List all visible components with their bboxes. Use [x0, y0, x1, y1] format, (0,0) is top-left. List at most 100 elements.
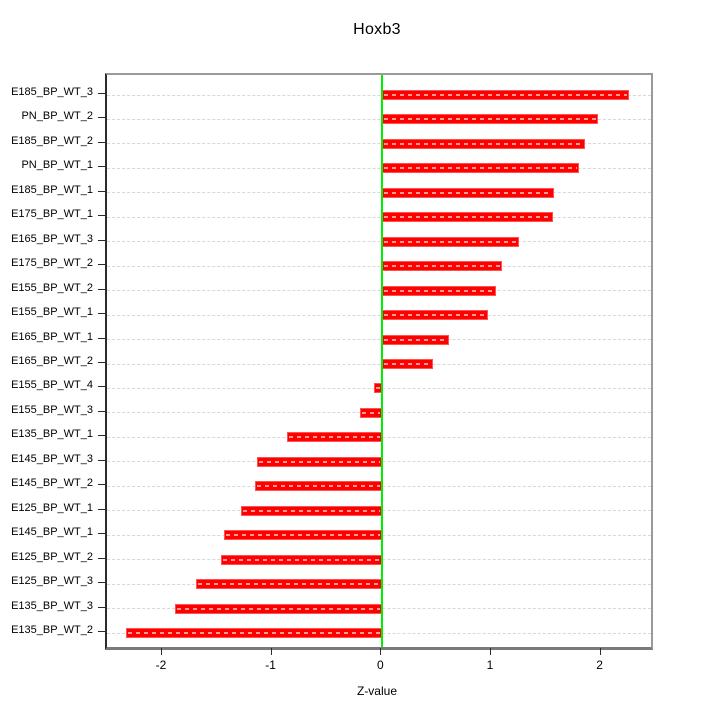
bar-E135_BP_WT_3 — [175, 603, 383, 614]
y-axis-tick — [98, 508, 105, 510]
bar-inner-dash-pattern — [362, 411, 381, 414]
x-axis-tick — [270, 648, 272, 655]
x-axis-tick — [160, 648, 162, 655]
y-axis-label: E155_BP_WT_3 — [11, 403, 93, 416]
y-axis-label: E165_BP_WT_2 — [11, 355, 93, 367]
row-gridline — [107, 192, 651, 194]
bar-inner-dash-pattern — [242, 509, 381, 512]
x-axis-tick-label: -2 — [155, 658, 167, 672]
bar-E125_BP_WT_2 — [221, 554, 383, 565]
y-axis-tick — [98, 117, 105, 119]
bar-inner-dash-pattern — [384, 265, 500, 268]
zero-reference-line — [381, 75, 384, 647]
bar-E125_BP_WT_1 — [240, 505, 383, 516]
bar-inner-dash-pattern — [384, 142, 584, 145]
y-axis-tick — [98, 93, 105, 94]
y-axis-label: E145_BP_WT_3 — [11, 452, 93, 465]
row-gridline — [107, 363, 651, 365]
bar-E155_BP_WT_2 — [382, 285, 497, 296]
y-axis-tick — [98, 459, 105, 461]
row-gridline — [107, 314, 651, 316]
bar-inner-dash-pattern — [127, 632, 381, 634]
y-axis-label: E125_BP_WT_1 — [11, 501, 93, 514]
x-axis-tick-label: 0 — [376, 658, 384, 672]
bar-inner-dash-pattern — [177, 607, 381, 610]
bar-inner-dash-pattern — [384, 94, 628, 96]
bar-E175_BP_WT_2 — [382, 261, 502, 272]
y-axis-label: E125_BP_WT_2 — [11, 550, 93, 563]
bar-inner-dash-pattern — [226, 534, 381, 537]
y-axis-label: E185_BP_WT_3 — [11, 86, 93, 98]
y-axis-tick — [98, 313, 105, 315]
y-axis-label: E155_BP_WT_2 — [11, 281, 93, 294]
y-axis-tick — [98, 166, 105, 168]
y-axis-tick — [98, 533, 105, 535]
row-gridline — [107, 167, 651, 169]
bar-E155_BP_WT_3 — [360, 407, 383, 418]
y-axis-label: E185_BP_WT_2 — [11, 134, 93, 147]
y-axis-label: E155_BP_WT_1 — [11, 306, 93, 319]
bar-E175_BP_WT_1 — [382, 212, 554, 223]
bar-inner-dash-pattern — [197, 583, 381, 586]
y-axis-tick — [98, 215, 105, 217]
bar-inner-dash-pattern — [384, 216, 552, 219]
y-axis-tick — [98, 190, 105, 192]
bar-inner-dash-pattern — [384, 167, 577, 170]
row-gridline — [107, 118, 651, 120]
x-axis-tick-label: 2 — [596, 658, 603, 672]
y-axis-label: E125_BP_WT_3 — [11, 575, 93, 588]
bar-inner-dash-pattern — [223, 558, 381, 561]
y-axis-tick — [98, 337, 105, 339]
bar-E135_BP_WT_1 — [286, 432, 383, 443]
plot-area — [105, 73, 653, 650]
row-gridline — [107, 339, 651, 341]
row-gridline — [107, 143, 651, 145]
bar-E185_BP_WT_2 — [382, 138, 586, 149]
y-axis-label: E155_BP_WT_4 — [11, 379, 93, 392]
y-axis-label: E185_BP_WT_1 — [11, 183, 93, 196]
bar-E185_BP_WT_1 — [382, 187, 555, 198]
y-axis-label: E165_BP_WT_3 — [11, 232, 93, 245]
y-axis-tick — [98, 631, 105, 632]
y-axis-label: E175_BP_WT_1 — [11, 208, 93, 221]
y-axis-label: E145_BP_WT_2 — [11, 477, 93, 490]
bar-PN_BP_WT_2 — [382, 114, 599, 125]
y-axis-tick — [98, 435, 105, 437]
row-gridline — [107, 241, 651, 243]
bar-E145_BP_WT_2 — [255, 481, 383, 492]
x-axis-tick — [489, 648, 491, 655]
x-axis-tick-label: 1 — [486, 658, 494, 672]
y-axis-tick — [98, 484, 105, 486]
y-axis-tick — [98, 582, 105, 584]
bar-E165_BP_WT_2 — [382, 359, 433, 369]
y-axis-label: E135_BP_WT_1 — [11, 428, 93, 441]
bar-E145_BP_WT_1 — [224, 530, 383, 541]
bar-inner-dash-pattern — [384, 240, 518, 243]
bar-E155_BP_WT_1 — [382, 310, 488, 321]
bar-inner-dash-pattern — [384, 338, 448, 341]
y-axis-tick — [98, 606, 105, 608]
y-axis-tick — [98, 410, 105, 412]
bar-inner-dash-pattern — [375, 387, 381, 390]
bar-E185_BP_WT_3 — [382, 90, 630, 100]
y-axis-label: E145_BP_WT_1 — [11, 526, 93, 539]
y-axis-label: E165_BP_WT_1 — [11, 330, 93, 343]
y-axis-tick — [98, 386, 105, 388]
bar-inner-dash-pattern — [384, 363, 431, 365]
x-axis-tick — [380, 648, 382, 655]
bar-E165_BP_WT_3 — [382, 236, 520, 247]
y-axis-label: E135_BP_WT_3 — [11, 599, 93, 612]
bar-inner-dash-pattern — [259, 460, 381, 463]
bar-inner-dash-pattern — [384, 314, 486, 317]
x-axis-title: Z-value — [356, 684, 397, 698]
bar-E165_BP_WT_1 — [382, 334, 450, 345]
y-axis-tick — [98, 362, 105, 363]
row-gridline — [107, 216, 651, 218]
y-axis-label: E135_BP_WT_2 — [11, 624, 93, 636]
bar-inner-dash-pattern — [288, 436, 381, 439]
bar-E135_BP_WT_2 — [125, 628, 383, 638]
bar-inner-dash-pattern — [384, 289, 495, 292]
row-gridline — [107, 290, 651, 292]
bar-PN_BP_WT_1 — [382, 163, 579, 174]
